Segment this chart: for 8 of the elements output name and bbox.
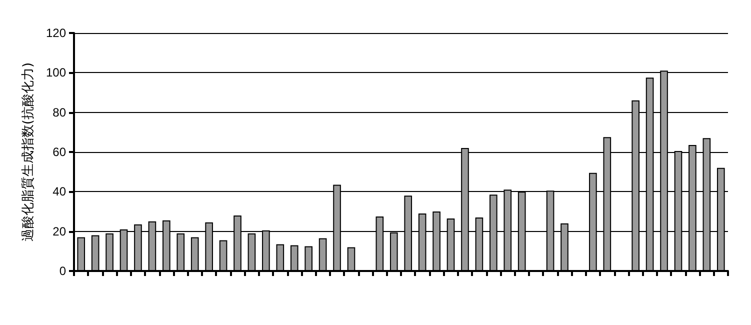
y-tick-label: 100 [46, 66, 66, 80]
y-axis-title: 過酸化脂質生成指数(抗酸化力) [21, 62, 36, 242]
y-tick-label: 80 [52, 105, 66, 120]
y-tick-label: 40 [52, 184, 66, 199]
y-tick-label: 20 [52, 224, 66, 238]
y-tick-label: 0 [59, 264, 66, 278]
y-tick-label: 120 [46, 26, 66, 40]
y-tick-label: 60 [52, 145, 66, 159]
